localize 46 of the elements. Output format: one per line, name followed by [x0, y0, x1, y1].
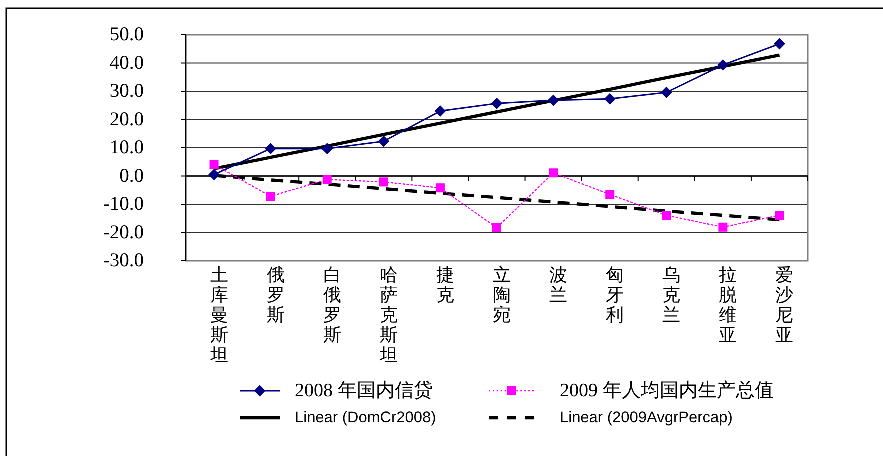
point — [434, 106, 446, 117]
x-tick-label: 土库曼斯坦 — [209, 265, 228, 365]
y-tick-label: 10.0 — [110, 138, 144, 158]
point — [662, 211, 672, 220]
x-tick-label: 匈牙利 — [606, 265, 624, 325]
point — [266, 192, 276, 202]
point — [718, 60, 729, 71]
point — [322, 175, 332, 184]
x-tick-label: 波兰 — [550, 265, 568, 305]
point — [492, 223, 502, 232]
point — [378, 136, 390, 148]
point — [604, 94, 616, 105]
x-tick-label: 拉脱维亚 — [719, 265, 738, 345]
point — [774, 38, 786, 50]
y-tick-label: 50.0 — [110, 24, 144, 46]
point — [661, 87, 672, 98]
legend-label: 2009 年人均国内生产总值 — [560, 380, 774, 402]
point — [548, 95, 560, 106]
x-tick-label: 哈萨克斯坦 — [378, 265, 398, 365]
legend-label: Linear (DomCr2008) — [295, 410, 436, 426]
point — [549, 168, 558, 178]
point — [265, 143, 276, 154]
point — [775, 211, 784, 220]
point — [208, 169, 220, 180]
x-tick-label: 捷克 — [436, 265, 454, 305]
x-tick-label: 白俄罗斯 — [323, 265, 342, 345]
y-tick-label: 40.0 — [110, 52, 144, 74]
point — [606, 190, 615, 200]
y-tick-label: 20.0 — [110, 109, 144, 130]
x-tick-label: 俄罗斯 — [266, 265, 285, 325]
x-tick-label: 立陶宛 — [493, 265, 511, 325]
point — [210, 160, 219, 170]
point — [322, 143, 333, 154]
x-tick-label: 乌克兰 — [662, 265, 681, 325]
point — [492, 98, 502, 110]
legend-label: Linear (2009AvgrPercap) — [560, 410, 733, 426]
point — [718, 222, 728, 232]
y-tick-label: -30.0 — [103, 250, 144, 272]
y-tick-label: 0.0 — [120, 166, 144, 187]
point — [436, 184, 445, 193]
y-tick-label: 30.0 — [110, 81, 144, 102]
y-tick-label: -20.0 — [103, 222, 144, 244]
y-tick-label: -10.0 — [103, 194, 144, 215]
legend-label: 2008 年国内信贷 — [295, 380, 433, 402]
point — [379, 178, 388, 187]
x-tick-label: 爱沙尼亚 — [776, 265, 794, 345]
